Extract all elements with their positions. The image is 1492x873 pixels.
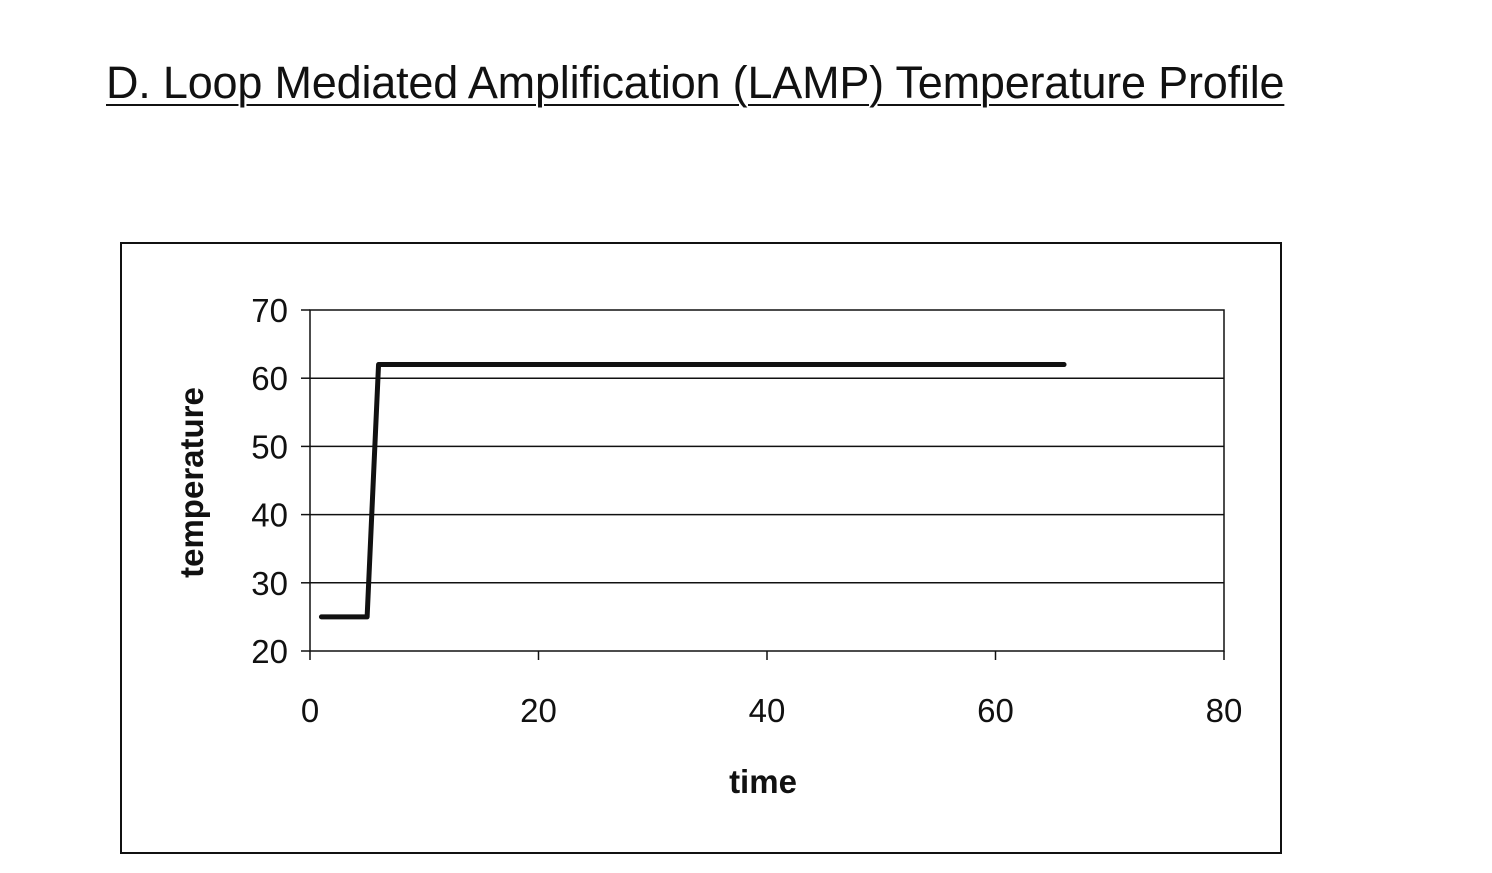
grid-lines [310, 377, 1224, 584]
y-tick-label: 30 [251, 565, 288, 602]
x-tick-label: 0 [301, 692, 319, 729]
y-axis: 20 30 40 50 60 70 [251, 292, 310, 670]
chart-frame [120, 242, 1282, 854]
y-tick-label: 20 [251, 633, 288, 670]
page-title: D. Loop Mediated Amplification (LAMP) Te… [106, 57, 1285, 108]
plot-area [309, 309, 1225, 652]
x-tick-label: 60 [977, 692, 1014, 729]
y-tick-label: 70 [251, 292, 288, 329]
x-axis-title: time [729, 763, 797, 800]
y-tick-label: 40 [251, 497, 288, 534]
x-tick-label: 80 [1206, 692, 1243, 729]
x-axis: 0 20 40 60 80 [301, 651, 1243, 729]
y-axis-title: temperature [173, 387, 210, 578]
y-tick-label: 60 [251, 360, 288, 397]
series-layer [318, 362, 1067, 620]
x-tick-label: 20 [520, 692, 557, 729]
series-line-0 [318, 362, 1067, 620]
y-tick-label: 50 [251, 428, 288, 465]
x-tick-label: 40 [749, 692, 786, 729]
